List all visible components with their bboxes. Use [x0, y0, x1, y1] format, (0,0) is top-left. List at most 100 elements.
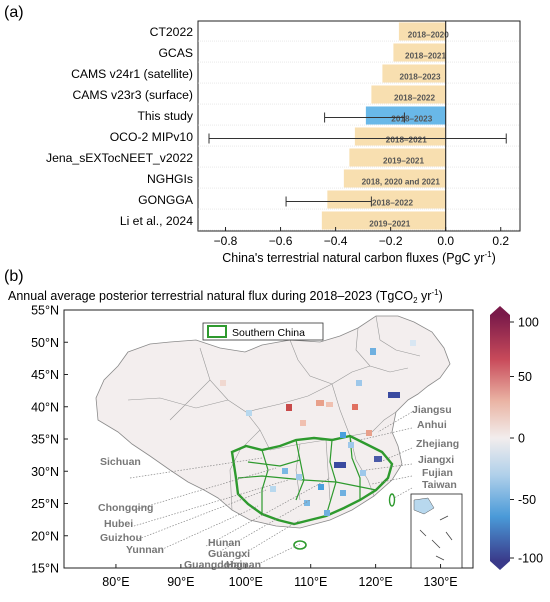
map-legend: Southern China — [202, 322, 324, 341]
province-label: Taiwan — [422, 479, 457, 491]
bar-6 — [349, 148, 446, 167]
x-axis-label: China's terrestrial natural carbon fluxe… — [222, 250, 496, 265]
colorbar-min-arrow — [490, 561, 510, 570]
period-label: 2018–2022 — [394, 94, 435, 103]
province-label: Sichuan — [100, 456, 141, 468]
province-labels-left: SichuanChongqingHubeiGuizhouYunnanHunanG… — [98, 456, 261, 571]
lon-label: 90°E — [167, 575, 194, 589]
province-label: Hubei — [104, 518, 133, 530]
period-label: 2019–2021 — [383, 157, 424, 166]
colorbar-max-arrow — [490, 306, 510, 315]
period-label: 2018, 2020 and 2021 — [362, 178, 441, 187]
province-label: Anhui — [417, 419, 447, 431]
bar-9 — [321, 211, 446, 230]
bar-5 — [354, 127, 446, 146]
province-label: Hainan — [226, 559, 261, 571]
lon-label: 130°E — [423, 575, 457, 589]
category-label: CT2022 — [150, 25, 194, 39]
bar-2 — [382, 64, 446, 83]
colorbar-tick-label: 50 — [518, 370, 532, 384]
colorbar-tick-label: 0 — [518, 432, 525, 446]
x-tick-label: −0.8 — [214, 234, 238, 248]
x-tick-label: −0.6 — [269, 234, 293, 248]
south-china-sea-inset — [410, 493, 463, 569]
lat-label: 55°N — [31, 304, 59, 318]
lat-label: 15°N — [31, 562, 59, 576]
taiwan-outline — [388, 493, 396, 507]
error-bars-layer — [208, 21, 507, 231]
period-label: 2018–2023 — [391, 115, 432, 124]
bar-4 — [365, 106, 446, 125]
lon-label: 110°E — [294, 575, 327, 589]
period-label: 2018–2023 — [400, 73, 441, 82]
province-label: Guangxi — [208, 548, 250, 560]
province-label: Zhejiang — [416, 438, 459, 450]
province-label: Jiangxi — [418, 454, 454, 466]
x-tick-label: 0.0 — [437, 234, 454, 248]
lon-label: 120°E — [359, 575, 393, 589]
category-label: GONGGA — [138, 193, 194, 207]
province-label: Guangdong — [184, 559, 243, 571]
province-label: Chongqing — [98, 502, 153, 514]
province-boundaries — [127, 315, 421, 511]
category-label: CAMS v23r3 (surface) — [72, 88, 193, 102]
lat-label: 35°N — [31, 433, 59, 447]
period-label: 2018–2022 — [372, 199, 413, 208]
category-labels: CT2022 GCAS CAMS v24r1 (satellite) CAMS v23… — [46, 25, 194, 228]
lon-label: 80°E — [102, 575, 129, 589]
period-label: 2018–2021 — [405, 52, 446, 61]
province-label: Fujian — [422, 467, 453, 479]
category-label: Li et al., 2024 — [120, 214, 193, 228]
colorbar-ticks: 100 50 0 -50 -100 — [510, 316, 543, 566]
lat-label: 45°N — [31, 368, 59, 382]
category-label: NGHGIs — [147, 172, 193, 186]
lat-label: 20°N — [31, 529, 59, 543]
bar-1 — [393, 43, 446, 62]
bars-layer: 2018–2020 2018–2021 2018–2023 2018–2022 2018… — [198, 22, 520, 231]
bar-3 — [371, 85, 446, 104]
x-axis-ticks: −0.8 −0.6 −0.4 −0.2 0.0 0.2 — [214, 227, 509, 248]
lat-label: 40°N — [31, 400, 59, 414]
period-label: 2018–2021 — [386, 136, 427, 145]
colorbar-tick-label: -50 — [518, 493, 536, 507]
category-label: CAMS v24r1 (satellite) — [71, 67, 193, 81]
bar-8 — [327, 190, 446, 209]
southern-china-outline — [230, 434, 394, 526]
province-label: Guizhou — [100, 532, 142, 544]
period-label: 2018–2020 — [408, 31, 449, 40]
category-label: GCAS — [158, 46, 193, 60]
bar-7 — [343, 169, 446, 188]
lat-label: 50°N — [31, 336, 59, 350]
panel-b-label: (b) — [4, 268, 24, 285]
category-label: This study — [137, 109, 193, 123]
period-label: 2019–2021 — [369, 220, 410, 229]
hainan-outline — [293, 540, 307, 550]
map-panel: Southern China Sichuan Chongqing Hubei Guiz… — [63, 309, 474, 571]
legend-label: Southern China — [232, 327, 305, 339]
bar-chart-panel: 2018–2020 2018–2021 2018–2023 2018–2022 2018… — [46, 20, 521, 265]
map-title: Annual average posterior terrestrial nat… — [8, 288, 443, 305]
lon-label: 100°E — [229, 575, 263, 589]
latitude-labels: 55°N 50°N 45°N 40°N 35°N 30°N 25°N 20°N 15°N — [31, 304, 68, 576]
province-label: Yunnan — [126, 544, 164, 556]
x-tick-label: −0.2 — [379, 234, 403, 248]
province-leader-lines — [129, 411, 413, 569]
category-label: OCO-2 MIPv10 — [110, 130, 194, 144]
province-label: Hunan — [208, 537, 241, 549]
colorbar — [490, 306, 510, 570]
colorbar-tick-label: 100 — [518, 316, 539, 330]
bar-0 — [398, 22, 446, 41]
panel-a-label: (a) — [4, 4, 24, 21]
lat-label: 25°N — [31, 497, 59, 511]
lat-label: 30°N — [31, 465, 59, 479]
category-label: Jena_sEXTocNEET_v2022 — [46, 151, 193, 165]
x-tick-label: 0.2 — [492, 234, 509, 248]
longitude-labels: 80°E 90°E 100°E 110°E 120°E 130°E — [102, 564, 458, 589]
colorbar-tick-label: -100 — [518, 552, 543, 566]
province-label: Jiangsu — [412, 404, 452, 416]
flux-pixels — [220, 340, 416, 516]
x-tick-label: −0.4 — [324, 234, 348, 248]
colorbar-gradient — [490, 315, 510, 561]
